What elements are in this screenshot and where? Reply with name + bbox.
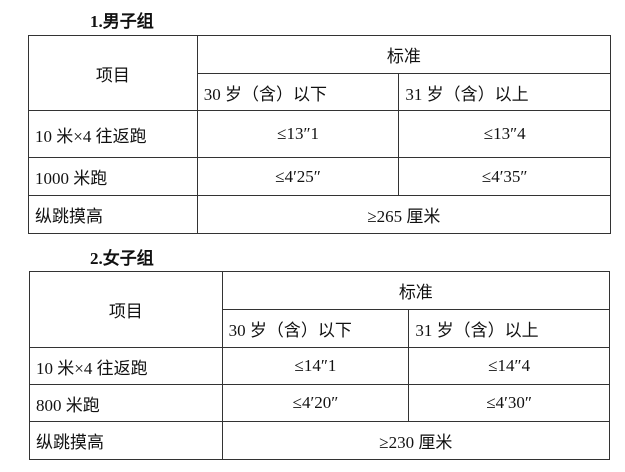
table-row: 10 米×4 往返跑 ≤14″1 ≤14″4 [29,347,610,385]
table-row: 1000 米跑 ≤4′25″ ≤4′35″ [28,157,611,196]
header-item: 项目 [28,35,198,111]
value-all: ≥230 厘米 [221,421,611,460]
male-standards-table: 项目 标准 30 岁（含）以下 31 岁（含）以上 10 米×4 往返跑 ≤13… [28,35,612,234]
header-standard: 标准 [221,271,611,310]
female-standards-table: 项目 标准 30 岁（含）以下 31 岁（含）以上 10 米×4 往返跑 ≤14… [29,271,611,460]
section-title-male: 1.男子组 [90,12,154,31]
table-row: 10 米×4 往返跑 ≤13″1 ≤13″4 [28,110,611,158]
item-name: 纵跳摸高 [28,195,198,234]
header-age-31-above: 31 岁（含）以上 [398,73,611,111]
value-age2: ≤13″4 [398,110,611,158]
value-age1: ≤14″1 [221,347,410,385]
value-age1: ≤4′20″ [221,384,410,422]
table-row: 纵跳摸高 ≥265 厘米 [28,195,612,234]
header-age-31-above: 31 岁（含）以上 [408,309,610,348]
header-age-30-below: 30 岁（含）以下 [221,309,410,348]
header-age-30-below: 30 岁（含）以下 [196,73,400,111]
item-name: 1000 米跑 [28,157,198,196]
value-all: ≥265 厘米 [196,195,612,234]
section-title-female: 2.女子组 [90,249,154,268]
item-name: 10 米×4 往返跑 [28,110,198,158]
value-age1: ≤4′25″ [196,157,400,196]
table-row: 800 米跑 ≤4′20″ ≤4′30″ [29,384,610,422]
header-standard: 标准 [196,35,612,74]
value-age1: ≤13″1 [196,110,400,158]
table-header-row: 30 岁（含）以下 31 岁（含）以上 [30,309,610,348]
item-name: 纵跳摸高 [29,421,223,460]
item-name: 10 米×4 往返跑 [29,347,223,385]
table-header-row: 项目 标准 [29,271,611,348]
table-row: 纵跳摸高 ≥230 厘米 [29,421,611,460]
table-header-row: 项目 标准 [28,35,612,111]
table-header-row: 30 岁（含）以下 31 岁（含）以上 [29,73,611,111]
header-item: 项目 [29,271,223,348]
item-name: 800 米跑 [29,384,223,422]
value-age2: ≤14″4 [408,347,610,385]
value-age2: ≤4′30″ [408,384,610,422]
value-age2: ≤4′35″ [398,157,611,196]
